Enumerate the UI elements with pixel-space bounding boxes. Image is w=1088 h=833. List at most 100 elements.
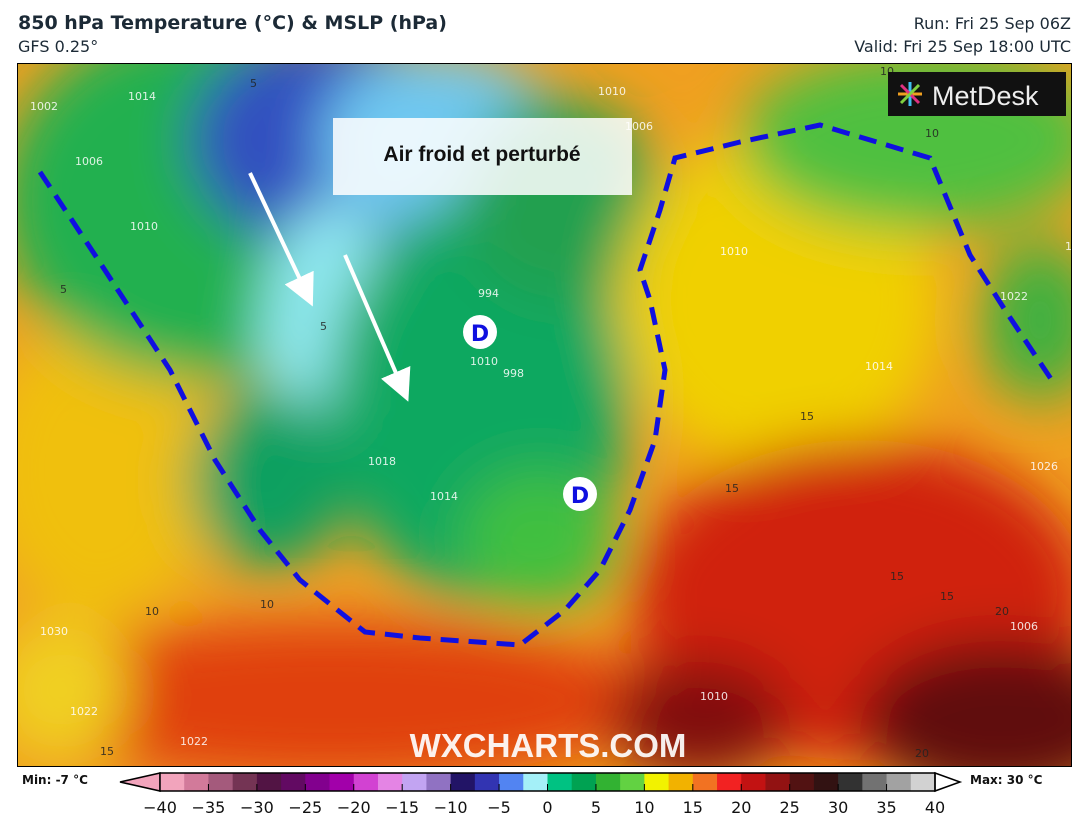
colorbar-segment: [256, 773, 282, 791]
low-pressure-marker: D: [563, 477, 597, 511]
valid-time: Valid: Fri 25 Sep 18:00 UTC: [854, 37, 1071, 56]
model-label: GFS 0.25°: [18, 37, 99, 56]
colorbar-segment: [305, 773, 331, 791]
disturbed-air-boundary: [37, 122, 1058, 648]
colorbar-tick-label: 0: [542, 798, 552, 817]
isobar-label: 1014: [128, 90, 156, 103]
colorbar-segment: [910, 773, 936, 791]
colorbar-tick-label: −35: [192, 798, 226, 817]
colorbar: −40 −35 −30 −25 −20 −15 −10 −5 0 5 10 15 20 25 30 35 40: [119, 771, 963, 817]
colorbar-segment: [208, 773, 234, 791]
colorbar-segment: [329, 773, 355, 791]
colorbar-segment: [789, 773, 815, 791]
isobar-label: 1026: [1030, 460, 1058, 473]
colorbar-segment: [450, 773, 476, 791]
colorbar-tick-label: 40: [925, 798, 945, 817]
isobar-label: 1026: [1065, 240, 1072, 253]
annotation-text: Air froid et perturbé: [383, 143, 580, 166]
colorbar-tick-label: −30: [240, 798, 274, 817]
colorbar-segment: [717, 773, 742, 791]
colorbar-segment: [862, 773, 888, 791]
colorbar-segment: [838, 773, 863, 791]
low-pressure-marker: D: [463, 315, 497, 349]
isobar-label: 1010: [700, 690, 728, 703]
isobar-label: 994: [478, 287, 499, 300]
isobar-label: 998: [503, 367, 524, 380]
colorbar-segment: [886, 773, 912, 791]
isobar-label: 1010: [130, 220, 158, 233]
metdesk-logo: MetDesk: [888, 72, 1066, 116]
run-time: Run: Fri 25 Sep 06Z: [913, 14, 1071, 33]
colorbar-segment: [474, 773, 500, 791]
colorbar-min-arrow: [119, 772, 161, 792]
isobar-label: 1006: [1010, 620, 1038, 633]
isobar-label: 1022: [70, 705, 98, 718]
colorbar-segment: [692, 773, 718, 791]
min-temp-label: Min: -7 °C: [22, 773, 88, 787]
temperature-label: 10: [145, 605, 159, 618]
colorbar-segment: [813, 773, 839, 791]
colorbar-tick-label: 25: [780, 798, 800, 817]
isobar-label: 1010: [598, 85, 626, 98]
temperature-label: 5: [60, 283, 67, 296]
isobar-label: 1002: [30, 100, 58, 113]
flow-arrow: [343, 254, 411, 402]
isobar-label: 1006: [75, 155, 103, 168]
isobar-label: 1014: [430, 490, 458, 503]
colorbar-segment: [765, 773, 791, 791]
temperature-label: 15: [800, 410, 814, 423]
temperature-label: 10: [925, 127, 939, 140]
colorbar-tick-label: 35: [876, 798, 896, 817]
isobar-label: 1010: [470, 355, 498, 368]
colorbar-segment: [232, 773, 258, 791]
colorbar-segment: [402, 773, 427, 791]
colorbar-tick-label: 30: [828, 798, 848, 817]
watermark: WXCHARTS.COM: [410, 727, 687, 764]
temperature-label: 5: [320, 320, 327, 333]
temperature-label: 15: [100, 745, 114, 758]
colorbar-segment: [281, 773, 306, 791]
colorbar-tick-label: −20: [337, 798, 371, 817]
svg-text:D: D: [571, 484, 589, 509]
colorbar-tick-label: −10: [434, 798, 468, 817]
isobar-label: 1022: [1000, 290, 1028, 303]
colorbar-max-arrow: [934, 771, 963, 793]
colorbar-segment: [595, 773, 621, 791]
chart-title: 850 hPa Temperature (°C) & MSLP (hPa): [18, 12, 447, 34]
colorbar-segment: [499, 773, 524, 791]
colorbar-segment: [184, 773, 209, 791]
colorbar-segment: [620, 773, 645, 791]
max-temp-label: Max: 30 °C: [970, 773, 1043, 787]
colorbar-tick-label: −25: [288, 798, 322, 817]
colorbar-tick-label: 15: [683, 798, 703, 817]
temperature-label: 15: [725, 482, 739, 495]
colorbar-segment: [547, 773, 573, 791]
colorbar-segment: [353, 773, 379, 791]
flow-arrow: [248, 172, 314, 307]
colorbar-segment: [426, 773, 452, 791]
weather-map: 1002100610101014101810141010102610301022…: [17, 63, 1072, 767]
colorbar-segment: [644, 773, 670, 791]
colorbar-tick-label: 5: [591, 798, 601, 817]
temperature-label: 10: [260, 598, 274, 611]
temperature-label: 20: [915, 747, 929, 760]
svg-text:MetDesk: MetDesk: [932, 81, 1039, 111]
colorbar-tick-label: −15: [385, 798, 419, 817]
svg-text:D: D: [471, 322, 489, 347]
colorbar-segment: [571, 773, 597, 791]
colorbar-tick-label: 10: [634, 798, 654, 817]
annotation-box: [333, 118, 632, 195]
isobar-label: 1014: [865, 360, 893, 373]
isobar-label: 1018: [368, 455, 396, 468]
colorbar-segment: [668, 773, 694, 791]
colorbar-segment: [741, 773, 766, 791]
colorbar-segment: [523, 773, 548, 791]
isobar-label: 1022: [180, 735, 208, 748]
colorbar-segment: [160, 773, 185, 791]
colorbar-tick-label: −40: [143, 798, 177, 817]
temperature-label: 5: [250, 77, 257, 90]
colorbar-tick-label: 20: [731, 798, 751, 817]
temperature-label: 20: [995, 605, 1009, 618]
isobar-label: 1010: [720, 245, 748, 258]
colorbar-segment: [377, 773, 403, 791]
